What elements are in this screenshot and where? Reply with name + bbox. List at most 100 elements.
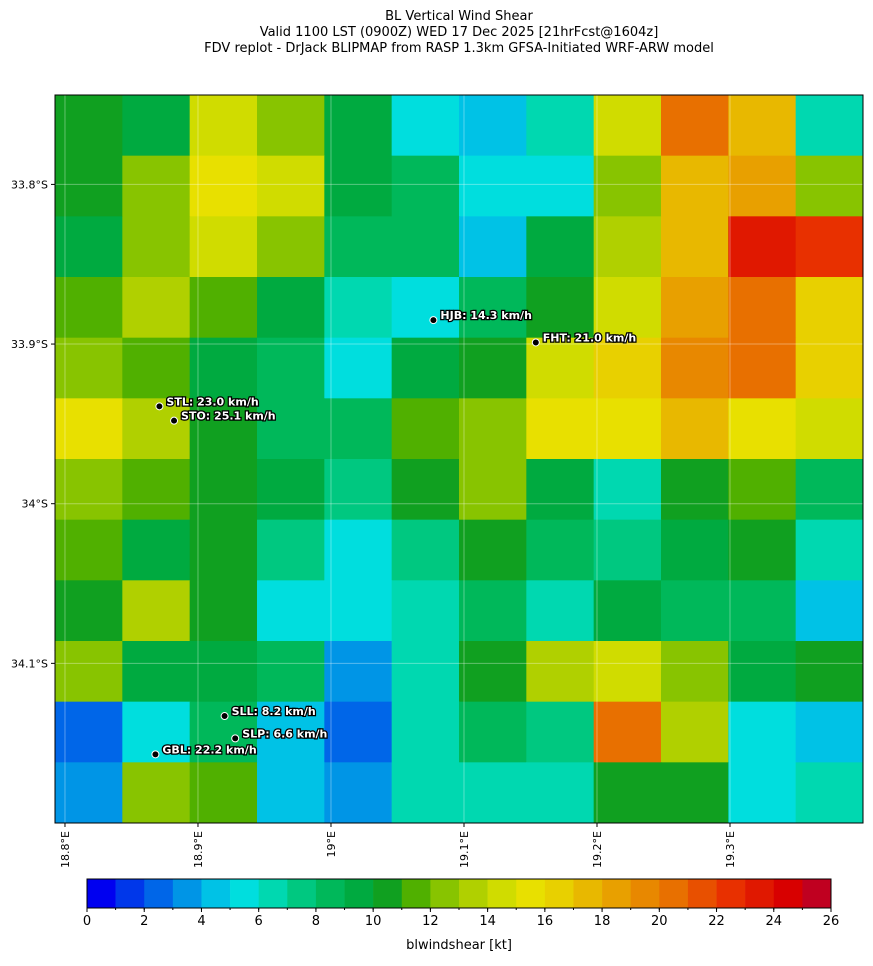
heat-cell	[795, 459, 864, 521]
heat-cell	[795, 519, 864, 581]
heat-cell	[459, 762, 527, 824]
heat-cell	[189, 155, 258, 217]
station-marker	[531, 338, 540, 347]
colorbar-cell	[373, 879, 403, 908]
heat-cell	[55, 216, 123, 278]
heat-cell	[122, 155, 191, 217]
colorbar-cell	[687, 879, 717, 908]
colorbar-tick-label: 8	[312, 914, 320, 929]
heat-cell	[526, 155, 595, 217]
colorbar-cell	[630, 879, 660, 908]
colorbar-tick-label: 16	[537, 914, 554, 929]
heat-cell	[189, 277, 258, 339]
heat-cell	[459, 216, 527, 278]
station-label: GBL: 22.2 km/h	[162, 743, 256, 756]
heat-cell	[728, 580, 797, 642]
station-marker	[231, 734, 240, 743]
heat-cell	[728, 762, 797, 824]
heat-cell	[189, 641, 258, 703]
heat-cell	[391, 459, 460, 521]
colorbar-cell	[802, 879, 832, 908]
heat-cell	[795, 641, 864, 703]
x-tick-label: 19.3°E	[724, 831, 737, 868]
heat-cell	[55, 398, 123, 460]
station-marker	[220, 712, 229, 721]
heat-cell	[526, 641, 595, 703]
heat-cell	[593, 398, 662, 460]
heat-cell	[257, 277, 325, 339]
colorbar-cell	[716, 879, 746, 908]
heat-cell	[257, 580, 325, 642]
y-tick-label: 33.8°S	[11, 178, 48, 191]
heat-cell	[459, 398, 527, 460]
colorbar-label: blwindshear [kt]	[406, 938, 512, 953]
colorbar-cell	[201, 879, 231, 908]
heat-cell	[795, 337, 864, 399]
heat-cell	[459, 337, 527, 399]
heat-cell	[459, 519, 527, 581]
heat-cell	[661, 216, 729, 278]
heat-cell	[122, 641, 191, 703]
colorbar-tick-label: 14	[479, 914, 496, 929]
heat-cell	[189, 580, 258, 642]
heat-cell	[324, 277, 393, 339]
heat-cell	[391, 762, 460, 824]
heat-cell	[459, 277, 527, 339]
heat-cell	[55, 277, 123, 339]
heat-cell	[728, 701, 797, 763]
heat-cell	[526, 337, 595, 399]
heat-cell	[661, 701, 729, 763]
colorbar-cell	[87, 879, 116, 908]
heat-cell	[661, 519, 729, 581]
station-marker	[170, 416, 179, 425]
heat-cell	[593, 155, 662, 217]
heat-cell	[189, 95, 258, 157]
colorbar-tick-label: 10	[365, 914, 382, 929]
colorbar-cell	[602, 879, 631, 908]
heat-cell	[324, 519, 393, 581]
heat-cell	[526, 459, 595, 521]
heat-cell	[593, 95, 662, 157]
heat-cell	[55, 337, 123, 399]
colorbar-cell	[430, 879, 460, 908]
station-label: SLP: 6.6 km/h	[242, 727, 327, 740]
heat-cell	[459, 459, 527, 521]
heat-cell	[55, 762, 123, 824]
colorbar-cell	[516, 879, 546, 908]
heat-cell	[189, 216, 258, 278]
heat-cell	[459, 580, 527, 642]
heat-cell	[593, 519, 662, 581]
heat-cell	[324, 398, 393, 460]
colorbar-tick-label: 26	[823, 914, 840, 929]
heat-cell	[795, 95, 864, 157]
heat-cell	[391, 216, 460, 278]
heat-cell	[391, 580, 460, 642]
heat-cell	[122, 459, 191, 521]
heat-cell	[661, 459, 729, 521]
heat-cell	[324, 459, 393, 521]
heat-cell	[324, 641, 393, 703]
heat-cell	[257, 337, 325, 399]
heat-cell	[593, 216, 662, 278]
heat-cell	[122, 95, 191, 157]
heat-cell	[324, 762, 393, 824]
colorbar-cell	[258, 879, 288, 908]
colorbar-cell	[115, 879, 145, 908]
chart-subtitle: Valid 1100 LST (0900Z) WED 17 Dec 2025 […	[260, 25, 659, 40]
heat-cell	[324, 337, 393, 399]
station-label: HJB: 14.3 km/h	[440, 309, 532, 322]
heat-cell	[324, 155, 393, 217]
heat-cell	[122, 277, 191, 339]
colorbar-tick-label: 18	[594, 914, 611, 929]
heat-cell	[795, 155, 864, 217]
heat-cell	[593, 701, 662, 763]
station-label: STO: 25.1 km/h	[181, 410, 276, 423]
heat-cell	[795, 277, 864, 339]
heat-cell	[795, 398, 864, 460]
heat-cell	[728, 277, 797, 339]
station-marker	[155, 402, 164, 411]
heat-cell	[324, 701, 393, 763]
chart-title: BL Vertical Wind Shear	[385, 9, 533, 24]
colorbar-tick-label: 12	[422, 914, 439, 929]
